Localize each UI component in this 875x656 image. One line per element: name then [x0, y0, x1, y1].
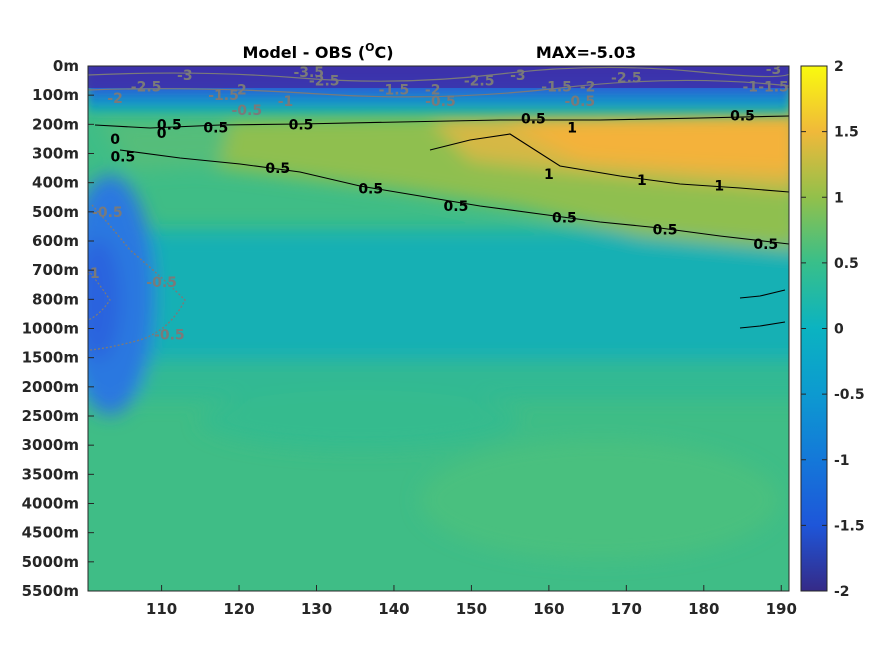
contour-label: -2 [231, 82, 247, 98]
x-tick-label: 180 [688, 600, 719, 618]
y-axis: 0m 100m 200m 300m 400m 500m 600m 700m 800m 1000m 1… [22, 57, 94, 600]
contour-label: 0.5 [444, 199, 469, 215]
contour-label: 0.5 [203, 120, 228, 136]
x-tick-label: 130 [301, 600, 332, 618]
y-tick-label: 4000m [22, 495, 79, 513]
y-tick-label: 500m [32, 203, 79, 221]
contour-label: 0 [110, 132, 120, 148]
contour-label: 0.5 [653, 222, 678, 238]
contour-label: -1.5 [541, 79, 572, 95]
contour-label: -0.5 [154, 327, 185, 343]
contour-label: -3 [766, 62, 782, 78]
contour-label: 0.5 [358, 182, 383, 198]
contour-label: 1 [714, 179, 724, 195]
colorbar-tick-label: 0 [834, 322, 844, 338]
contour-label: -2.5 [464, 74, 495, 90]
contour-label: -1 [742, 79, 758, 95]
y-tick-label: 700m [32, 261, 79, 279]
x-tick-label: 170 [611, 600, 642, 618]
y-tick-label: 1000m [22, 320, 79, 338]
contour-label: -0.5 [425, 94, 456, 110]
contour-label: -2 [425, 82, 441, 98]
contour-1 [429, 133, 789, 193]
colorbar-tick-label: -0.5 [834, 387, 865, 403]
y-tick-label: 200m [32, 115, 79, 133]
contour-label: 0.5 [157, 117, 182, 133]
x-tick-label: 160 [533, 600, 564, 618]
contour-neg-surface [88, 66, 789, 82]
contour-label: 0 [157, 126, 167, 142]
contour-label: 1 [544, 167, 554, 183]
contour-label: 0.5 [521, 112, 546, 128]
y-tick-label: 3500m [22, 465, 79, 483]
colorbar-tick-label: -1.5 [834, 518, 865, 534]
contour-label: -1 [84, 266, 100, 282]
contour-label: -1.5 [208, 88, 239, 104]
contour-label: 0.5 [730, 109, 755, 125]
colorbar-tick-label: 1 [834, 190, 844, 206]
chart-title: Model - OBS (OC) [242, 41, 393, 62]
y-tick-label: 600m [32, 232, 79, 250]
contour-label: -2 [580, 79, 596, 95]
contour-labels-gray: -2.5-3-2 -1.5-2-0.5-1-3.5-2.5-1.5 -2-0.5-2… [84, 62, 789, 343]
contour-labels-black: 0.5 0.5 0.5 0.5 0.5 0.5 0.5 1 1 1 1 0.5 0.5 0.5 0.5 0.5… [110, 109, 778, 253]
contour-label: 0.5 [265, 161, 290, 177]
contour-label: -2.5 [309, 74, 340, 90]
y-tick-label: 2000m [22, 378, 79, 396]
contour-label: -0.5 [231, 103, 262, 119]
contour-label: -1.5 [379, 82, 410, 98]
y-tick-label: 2500m [22, 407, 79, 425]
x-tick-label: 140 [378, 600, 409, 618]
colorbar-tick-label: -2 [834, 584, 850, 600]
contour-label: 0.5 [110, 149, 135, 165]
x-axis: 110 120 130 140 150 160 170 180 190 [146, 585, 797, 618]
y-tick-label: 3000m [22, 436, 79, 454]
contour-label: -0.5 [146, 275, 177, 291]
y-tick-label: 5000m [22, 553, 79, 571]
contour-0.5-upper [94, 115, 789, 129]
contour-label: -2 [107, 91, 123, 107]
colorbar-tick-label: -1 [834, 453, 850, 469]
y-tick-label: 1500m [22, 349, 79, 367]
y-tick-label: 0m [53, 57, 79, 75]
colorbar-tick-label: 2 [834, 59, 844, 75]
contour-label: -3 [177, 68, 193, 84]
heatmap-field [88, 66, 789, 591]
max-annotation: MAX=-5.03 [536, 43, 636, 62]
contour-label: -3.5 [293, 65, 324, 81]
contour-lines [88, 66, 789, 351]
contour-label: -2.5 [131, 79, 162, 95]
y-tick-label: 800m [32, 290, 79, 308]
contour-label: -3 [510, 68, 526, 84]
x-tick-label: 150 [456, 600, 487, 618]
contour-label: -0.5 [92, 205, 123, 221]
contour-label: 0.5 [753, 237, 778, 253]
colorbar-ticks: 2 1.5 1 0.5 0 -0.5 -1 -1.5 -2 [801, 59, 865, 600]
contour-label: -1.5 [758, 79, 789, 95]
contour-label: 0.5 [552, 211, 577, 227]
colorbar-tick-label: 0.5 [834, 256, 859, 272]
y-tick-label: 300m [32, 145, 79, 163]
y-tick-label: 100m [32, 86, 79, 104]
contour-label: 1 [637, 173, 647, 189]
x-tick-label: 190 [766, 600, 797, 618]
x-tick-label: 110 [146, 600, 177, 618]
contour-label: -2.5 [611, 71, 642, 87]
contour-neg-west [89, 204, 186, 351]
contour-label: -0.5 [565, 94, 596, 110]
contour-label: -1 [278, 94, 294, 110]
contour-label: 0.5 [289, 117, 314, 133]
y-tick-label: 5500m [22, 582, 79, 600]
y-tick-label: 400m [32, 174, 79, 192]
contour-label: 1 [567, 120, 577, 136]
contour-0.5-lower [119, 149, 789, 245]
colorbar-tick-label: 1.5 [834, 125, 859, 141]
y-tick-label: 4500m [22, 524, 79, 542]
x-tick-label: 120 [223, 600, 254, 618]
